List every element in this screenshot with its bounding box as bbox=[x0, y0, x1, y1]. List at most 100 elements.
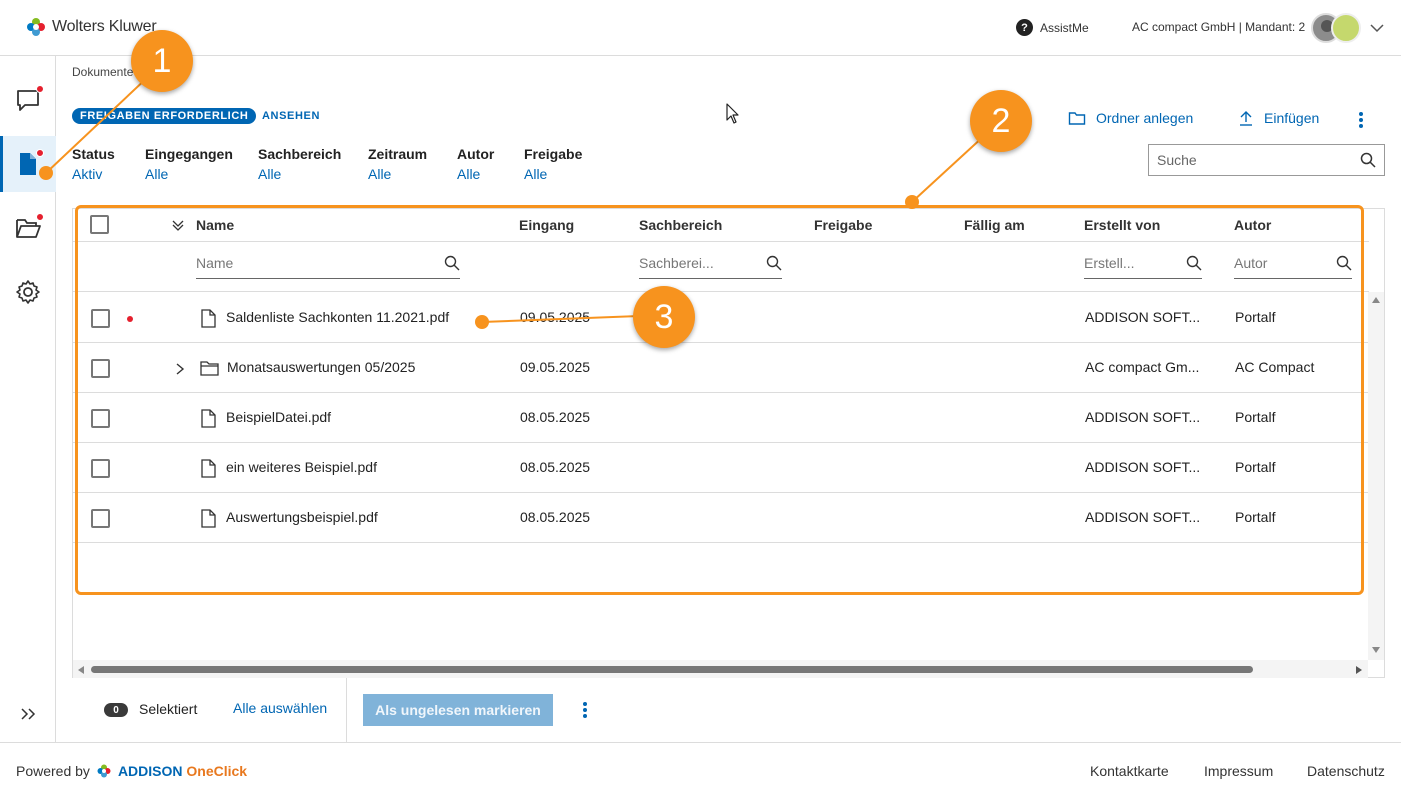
column-header-erstellt[interactable]: Erstellt von bbox=[1084, 217, 1161, 233]
more-vertical-icon[interactable] bbox=[1356, 111, 1366, 129]
wolters-kluwer-logo[interactable]: Wolters Kluwer bbox=[26, 17, 157, 37]
row-name[interactable]: Saldenliste Sachkonten 11.2021.pdf bbox=[226, 309, 450, 325]
mouse-cursor-icon bbox=[726, 103, 739, 124]
name-filter-input[interactable]: Name bbox=[196, 247, 460, 279]
row-erstellt: ADDISON SOFT... bbox=[1085, 459, 1201, 475]
brand-addison: ADDISON bbox=[117, 763, 183, 779]
unread-badge bbox=[36, 213, 44, 221]
filter-placeholder: Name bbox=[196, 254, 234, 271]
rail-item-settings[interactable] bbox=[0, 264, 56, 320]
table-row[interactable]: Monatsauswertungen 05/2025 09.05.2025 AC… bbox=[73, 343, 1369, 393]
selected-count-badge: 0 bbox=[104, 703, 128, 717]
filter-eingegangen[interactable]: Eingegangen Alle bbox=[145, 146, 233, 182]
collapse-all-icon[interactable] bbox=[171, 218, 185, 232]
filter-autor[interactable]: Autor Alle bbox=[457, 146, 494, 182]
filter-status[interactable]: Status Aktiv bbox=[72, 146, 115, 182]
tab-ansehen[interactable]: ANSEHEN bbox=[262, 110, 320, 122]
select-all-checkbox[interactable] bbox=[90, 215, 109, 234]
footer: Powered by ADDISON OneClick Kontaktkarte… bbox=[0, 742, 1401, 798]
rail-item-messages[interactable] bbox=[0, 72, 56, 128]
footer-link-kontaktkarte[interactable]: Kontaktkarte bbox=[1090, 763, 1169, 779]
erstellt-filter-input[interactable]: Erstell... bbox=[1084, 247, 1202, 279]
brand-oneclick: OneClick bbox=[186, 763, 248, 779]
logo-text: Wolters Kluwer bbox=[52, 18, 157, 35]
gear-icon bbox=[16, 280, 40, 304]
chevron-right-icon[interactable] bbox=[175, 362, 185, 376]
row-checkbox[interactable] bbox=[91, 459, 110, 478]
more-vertical-icon[interactable] bbox=[580, 701, 590, 719]
table-row[interactable]: BeispielDatei.pdf 08.05.2025 ADDISON SOF… bbox=[73, 393, 1369, 443]
row-checkbox[interactable] bbox=[91, 359, 110, 378]
column-header-faellig[interactable]: Fällig am bbox=[964, 217, 1025, 233]
row-erstellt: ADDISON SOFT... bbox=[1085, 409, 1201, 425]
table-row[interactable]: ein weiteres Beispiel.pdf 08.05.2025 ADD… bbox=[73, 443, 1369, 493]
insert-button[interactable]: Einfügen bbox=[1238, 110, 1319, 126]
expand-rail-button[interactable] bbox=[0, 686, 56, 742]
row-autor: Portalf bbox=[1235, 459, 1276, 475]
chevron-down-icon[interactable] bbox=[1369, 20, 1385, 36]
column-header-autor[interactable]: Autor bbox=[1234, 217, 1272, 233]
file-icon bbox=[201, 459, 216, 478]
row-name[interactable]: BeispielDatei.pdf bbox=[226, 409, 332, 425]
column-header-sachbereich[interactable]: Sachbereich bbox=[639, 217, 723, 233]
chat-icon bbox=[17, 90, 39, 111]
user-avatars[interactable] bbox=[1311, 13, 1361, 43]
row-eingang: 09.05.2025 bbox=[520, 309, 591, 325]
row-checkbox[interactable] bbox=[91, 409, 110, 428]
autor-filter-input[interactable]: Autor bbox=[1234, 247, 1352, 279]
scroll-down-arrow-icon[interactable] bbox=[1371, 646, 1381, 654]
row-name[interactable]: ein weiteres Beispiel.pdf bbox=[226, 459, 377, 475]
callout-frame-grid bbox=[75, 205, 1364, 595]
filter-value[interactable]: Aktiv bbox=[72, 166, 103, 182]
row-autor: Portalf bbox=[1235, 509, 1276, 525]
filter-label: Autor bbox=[457, 146, 495, 162]
assistme-label: AssistMe bbox=[1040, 20, 1089, 35]
assistme-button[interactable]: ? AssistMe bbox=[1016, 19, 1089, 36]
rail-item-folders[interactable] bbox=[0, 200, 56, 256]
filter-value[interactable]: Alle bbox=[258, 166, 282, 182]
filter-freigabe[interactable]: Freigabe Alle bbox=[524, 146, 582, 182]
footer-link-impressum[interactable]: Impressum bbox=[1204, 763, 1274, 779]
row-name[interactable]: Monatsauswertungen 05/2025 bbox=[227, 359, 416, 375]
sachbereich-filter-input[interactable]: Sachberei... bbox=[639, 247, 782, 279]
search-icon bbox=[1360, 152, 1376, 168]
footer-link-datenschutz[interactable]: Datenschutz bbox=[1307, 763, 1385, 779]
tab-freigaben-erforderlich[interactable]: FREIGABEN ERFORDERLICH bbox=[72, 108, 257, 124]
breadcrumb[interactable]: Dokumente bbox=[72, 65, 134, 79]
horizontal-scroll-thumb[interactable] bbox=[91, 666, 1253, 673]
horizontal-scrollbar[interactable] bbox=[73, 660, 1368, 678]
search-icon bbox=[1186, 255, 1202, 270]
table-row[interactable]: Auswertungsbeispiel.pdf 08.05.2025 ADDIS… bbox=[73, 493, 1369, 543]
table-row[interactable]: Saldenliste Sachkonten 11.2021.pdf 09.05… bbox=[73, 293, 1369, 343]
scroll-left-arrow-icon[interactable] bbox=[77, 665, 85, 675]
column-header-name[interactable]: Name bbox=[196, 217, 235, 233]
row-name[interactable]: Auswertungsbeispiel.pdf bbox=[226, 509, 378, 525]
new-folder-button[interactable]: Ordner anlegen bbox=[1068, 110, 1193, 126]
scroll-up-arrow-icon[interactable] bbox=[1371, 296, 1381, 304]
rail-item-documents[interactable] bbox=[0, 136, 56, 192]
filter-value[interactable]: Alle bbox=[145, 166, 169, 182]
row-erstellt: ADDISON SOFT... bbox=[1085, 509, 1201, 525]
scroll-right-arrow-icon[interactable] bbox=[1355, 665, 1363, 675]
filter-value[interactable]: Alle bbox=[368, 166, 392, 182]
filter-value[interactable]: Alle bbox=[524, 166, 548, 182]
wk-logo-icon bbox=[27, 18, 45, 36]
search-icon bbox=[766, 255, 782, 270]
row-checkbox[interactable] bbox=[91, 509, 110, 528]
filter-placeholder: Erstell... bbox=[1084, 254, 1135, 271]
search-input[interactable]: Suche bbox=[1148, 144, 1385, 176]
filter-zeitraum[interactable]: Zeitraum Alle bbox=[368, 146, 427, 182]
column-header-freigabe[interactable]: Freigabe bbox=[814, 217, 873, 233]
callout-badge-3: 3 bbox=[633, 286, 695, 348]
selection-bar: 0 Selektiert Alle auswählen Als ungelese… bbox=[56, 678, 1401, 742]
tenant-label[interactable]: AC compact GmbH | Mandant: 2 bbox=[1132, 20, 1306, 34]
select-all-link[interactable]: Alle auswählen bbox=[233, 700, 328, 716]
search-icon bbox=[1336, 255, 1352, 270]
filter-value[interactable]: Alle bbox=[457, 166, 481, 182]
mark-unread-button[interactable]: Als ungelesen markieren bbox=[363, 694, 553, 726]
row-checkbox[interactable] bbox=[91, 309, 110, 328]
selected-label: Selektiert bbox=[139, 701, 198, 717]
filter-sachbereich[interactable]: Sachbereich Alle bbox=[258, 146, 341, 182]
column-header-eingang[interactable]: Eingang bbox=[519, 217, 575, 233]
vertical-scrollbar[interactable] bbox=[1368, 292, 1384, 660]
